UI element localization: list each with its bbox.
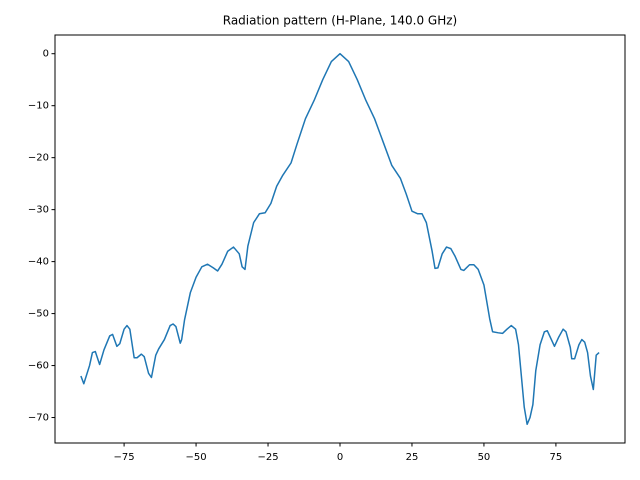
y-tick-label: −40	[28, 257, 49, 268]
x-tick-label: −75	[114, 452, 135, 463]
x-tick-label: 75	[550, 452, 563, 463]
y-tick-label: −20	[28, 153, 49, 164]
chart-title: Radiation pattern (H-Plane, 140.0 GHz)	[223, 14, 458, 28]
y-tick-label: −60	[28, 361, 49, 372]
x-tick-label: 25	[406, 452, 419, 463]
y-tick-label: 0	[43, 49, 49, 60]
y-tick-label: −50	[28, 309, 49, 320]
x-tick-label: −25	[257, 452, 278, 463]
x-tick-label: 0	[337, 452, 343, 463]
y-tick-label: −30	[28, 205, 49, 216]
data-line	[80, 52, 600, 426]
y-tick-label: −10	[28, 101, 49, 112]
x-tick-label: 50	[478, 452, 491, 463]
axes-frame	[54, 34, 626, 444]
x-tick-label: −50	[186, 452, 207, 463]
y-tick-label: −70	[28, 413, 49, 424]
